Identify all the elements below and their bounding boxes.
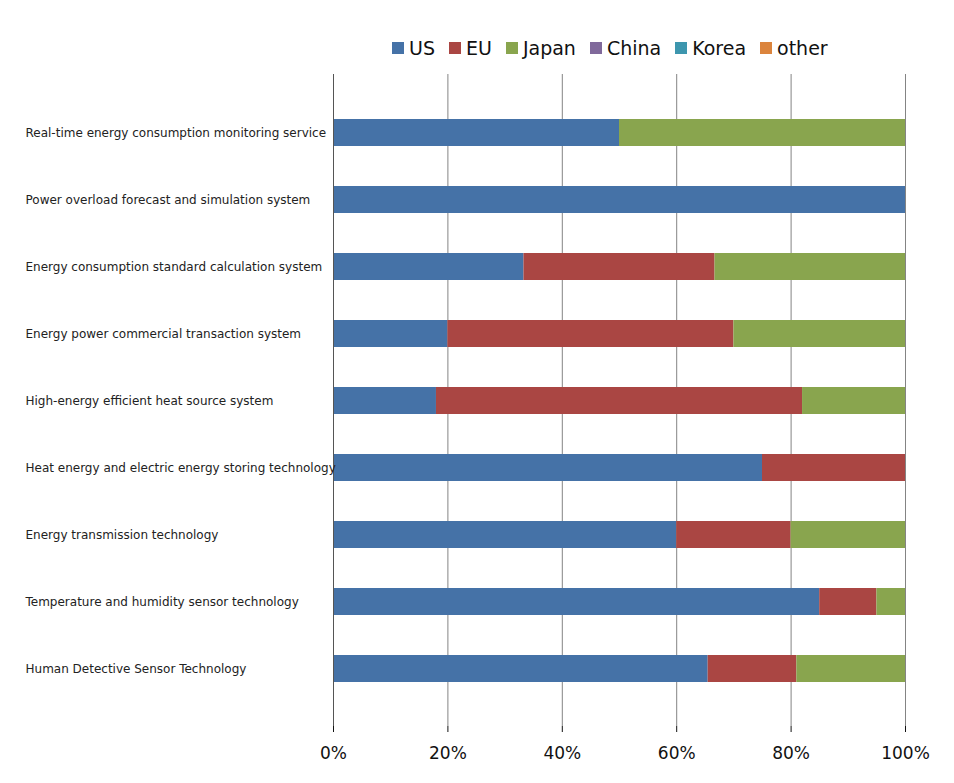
svg-text:Human Detective Sensor Technol: Human Detective Sensor Technology (26, 662, 247, 676)
svg-text:0%: 0% (320, 743, 347, 763)
svg-text:80%: 80% (772, 743, 810, 763)
svg-text:Energy transmission technology: Energy transmission technology (26, 528, 219, 542)
html-text:Korea: Korea (692, 37, 746, 59)
svg-text:Real-time energy consumption m: Real-time energy consumption monitoring … (26, 126, 327, 140)
html-text:US: US (409, 37, 435, 59)
svg-text:Energy consumption standard ca: Energy consumption standard calculation … (26, 260, 323, 274)
svg-text:40%: 40% (543, 743, 581, 763)
html-text:China: China (606, 37, 662, 59)
svg-text:Power overload forecast and si: Power overload forecast and simulation s… (26, 193, 311, 207)
svg-text:High-energy efficient heat sou: High-energy efficient heat source system (26, 394, 274, 408)
svg-text:20%: 20% (429, 743, 467, 763)
svg-text:Energy power commercial transa: Energy power commercial transaction syst… (26, 327, 302, 341)
svg-text:100%: 100% (881, 743, 930, 763)
html-text:other: other (777, 37, 828, 59)
html-text:EU: EU (466, 37, 492, 59)
html-text:Japan: Japan (522, 37, 576, 59)
svg-text:Temperature and humidity senso: Temperature and humidity sensor technolo… (25, 595, 299, 609)
svg-text:60%: 60% (658, 743, 696, 763)
svg-text:Heat energy and electric energ: Heat energy and electric energy storing … (26, 461, 336, 475)
